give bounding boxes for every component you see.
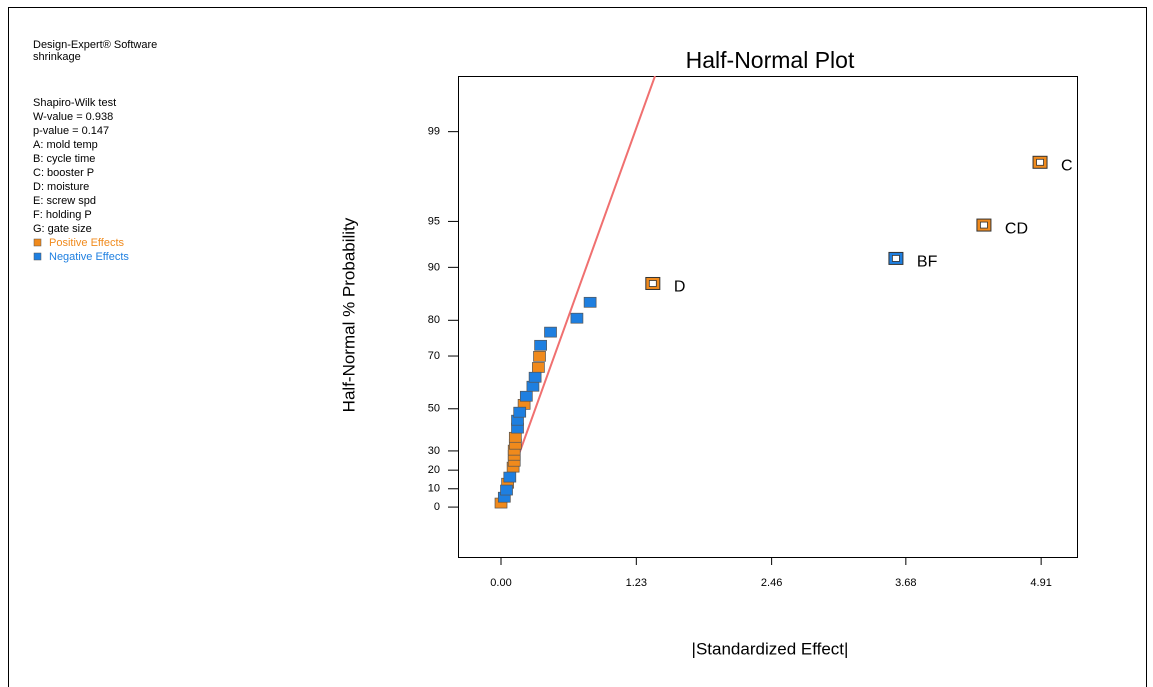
legend-marker xyxy=(33,238,42,247)
y-tick-label: 20 xyxy=(428,464,440,476)
point-label: D xyxy=(674,279,686,296)
point-center xyxy=(648,280,657,287)
x-tick-label: 4.91 xyxy=(1030,577,1051,589)
legend-label: Negative Effects xyxy=(49,251,129,263)
point xyxy=(519,390,533,402)
x-tick-label: 0.00 xyxy=(490,577,511,589)
chart-title: Half-Normal Plot xyxy=(686,47,855,73)
fit-line xyxy=(517,76,656,456)
point xyxy=(544,326,557,338)
legend-label: Positive Effects xyxy=(49,237,124,249)
x-axis-label: |Standardized Effect| xyxy=(692,639,849,658)
note: B: cycle time xyxy=(33,153,95,165)
point xyxy=(513,406,527,418)
x-tick-label: 2.46 xyxy=(761,577,782,589)
point xyxy=(570,312,584,324)
point xyxy=(532,362,545,373)
point xyxy=(533,350,546,362)
point xyxy=(528,371,542,383)
y-tick-label: 0 xyxy=(434,501,440,513)
point xyxy=(583,296,597,308)
y-tick-label: 70 xyxy=(428,350,440,362)
y-tick-label: 80 xyxy=(428,314,440,326)
note: W-value = 0.938 xyxy=(33,111,113,123)
legend-marker xyxy=(33,252,42,261)
point-center xyxy=(1036,158,1044,166)
point-center xyxy=(892,255,900,262)
point-center xyxy=(980,221,988,229)
point-label: CD xyxy=(1005,220,1028,237)
x-tick-label: 3.68 xyxy=(895,577,916,589)
point xyxy=(500,484,513,496)
plot-frame xyxy=(458,76,1078,558)
note: Shapiro-Wilk test xyxy=(33,97,116,109)
note: Design-Expert® Software xyxy=(33,39,157,51)
y-axis-label: Half-Normal % Probability xyxy=(339,217,358,412)
point xyxy=(534,339,547,351)
note: F: holding P xyxy=(33,209,92,221)
note: D: moisture xyxy=(33,181,89,193)
y-tick-label: 50 xyxy=(428,403,440,415)
y-tick-label: 30 xyxy=(428,445,440,457)
point xyxy=(508,431,522,443)
point xyxy=(503,471,517,483)
note: C: booster P xyxy=(33,167,94,179)
x-tick-label: 1.23 xyxy=(626,577,647,589)
note: p-value = 0.147 xyxy=(33,125,109,137)
note: G: gate size xyxy=(33,223,92,235)
point-label: BF xyxy=(917,254,938,271)
y-tick-label: 10 xyxy=(428,483,440,495)
page-frame xyxy=(8,7,1147,687)
y-tick-label: 99 xyxy=(428,126,440,138)
y-tick-label: 90 xyxy=(428,261,440,273)
note: A: mold temp xyxy=(33,139,98,151)
point-label: C xyxy=(1061,158,1073,175)
y-tick-label: 95 xyxy=(428,215,440,227)
note: shrinkage xyxy=(33,51,81,63)
point xyxy=(526,380,540,392)
note: E: screw spd xyxy=(33,195,96,207)
